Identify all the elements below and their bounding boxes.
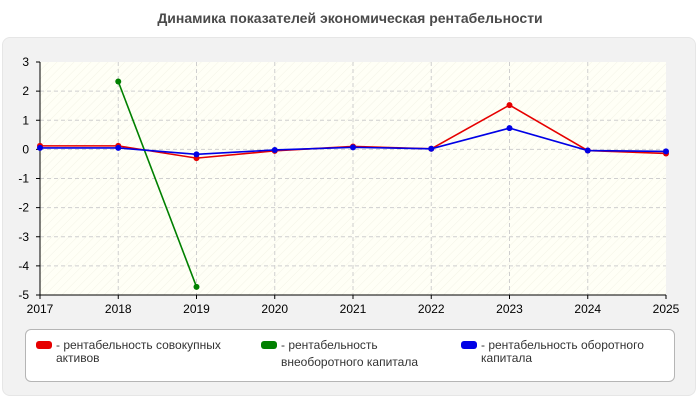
data-point [115, 144, 122, 151]
y-tick-label: -5 [18, 288, 29, 302]
y-tick-label: -2 [18, 201, 29, 215]
y-tick-label: -1 [18, 172, 29, 186]
legend: - рентабельность совокупных активов - ре… [25, 329, 675, 382]
data-point [271, 146, 278, 153]
data-point [584, 147, 591, 154]
x-tick-label: 2017 [27, 302, 54, 316]
series-2 [37, 125, 669, 158]
data-point [115, 78, 122, 85]
legend-label-line: активов [56, 351, 100, 365]
data-point [350, 144, 356, 151]
series-1 [115, 78, 200, 290]
series-line [117, 81, 198, 288]
legend-label-line: - рентабельность оборотного [481, 338, 644, 352]
y-tick-label: -4 [18, 259, 29, 273]
data-point [428, 145, 435, 152]
y-tick-label: 2 [22, 84, 29, 98]
legend-swatch-green [261, 341, 277, 349]
x-tick-label: 2018 [105, 302, 132, 316]
data-point [663, 148, 669, 155]
legend-item-total-assets: - рентабельность совокупных активов [36, 339, 221, 365]
series-lines [37, 78, 669, 290]
legend-item-working-capital: - рентабельность оборотного капитала [461, 339, 644, 365]
legend-label-line: - рентабельность совокупных [56, 338, 221, 352]
legend-swatch-blue [461, 341, 477, 349]
y-tick-label: -3 [18, 230, 29, 244]
data-point [37, 144, 43, 151]
y-tick-label: 1 [22, 113, 29, 127]
x-tick-label: 2019 [183, 302, 210, 316]
data-point [506, 102, 513, 109]
legend-swatch-red [36, 341, 52, 349]
x-tick-label: 2022 [418, 302, 445, 316]
data-point [193, 151, 200, 158]
x-tick-label: 2023 [496, 302, 523, 316]
data-point [506, 125, 513, 132]
y-tick-label: 3 [22, 55, 29, 69]
x-tick-label: 2020 [261, 302, 288, 316]
y-tick-label: 0 [22, 142, 29, 156]
x-tick-label: 2021 [340, 302, 367, 316]
data-point [193, 283, 200, 290]
legend-label-line: капитала [481, 351, 533, 365]
legend-label-line: внеоборотного капитала [281, 355, 418, 369]
chart-title: Динамика показателей экономическая рента… [157, 10, 543, 26]
x-tick-label: 2024 [574, 302, 601, 316]
grid-lines [40, 62, 666, 295]
x-tick-label: 2025 [653, 302, 680, 316]
legend-label-line: - рентабельность [281, 338, 378, 352]
legend-item-noncurrent-capital: - рентабельность внеоборотного капитала [261, 339, 418, 369]
